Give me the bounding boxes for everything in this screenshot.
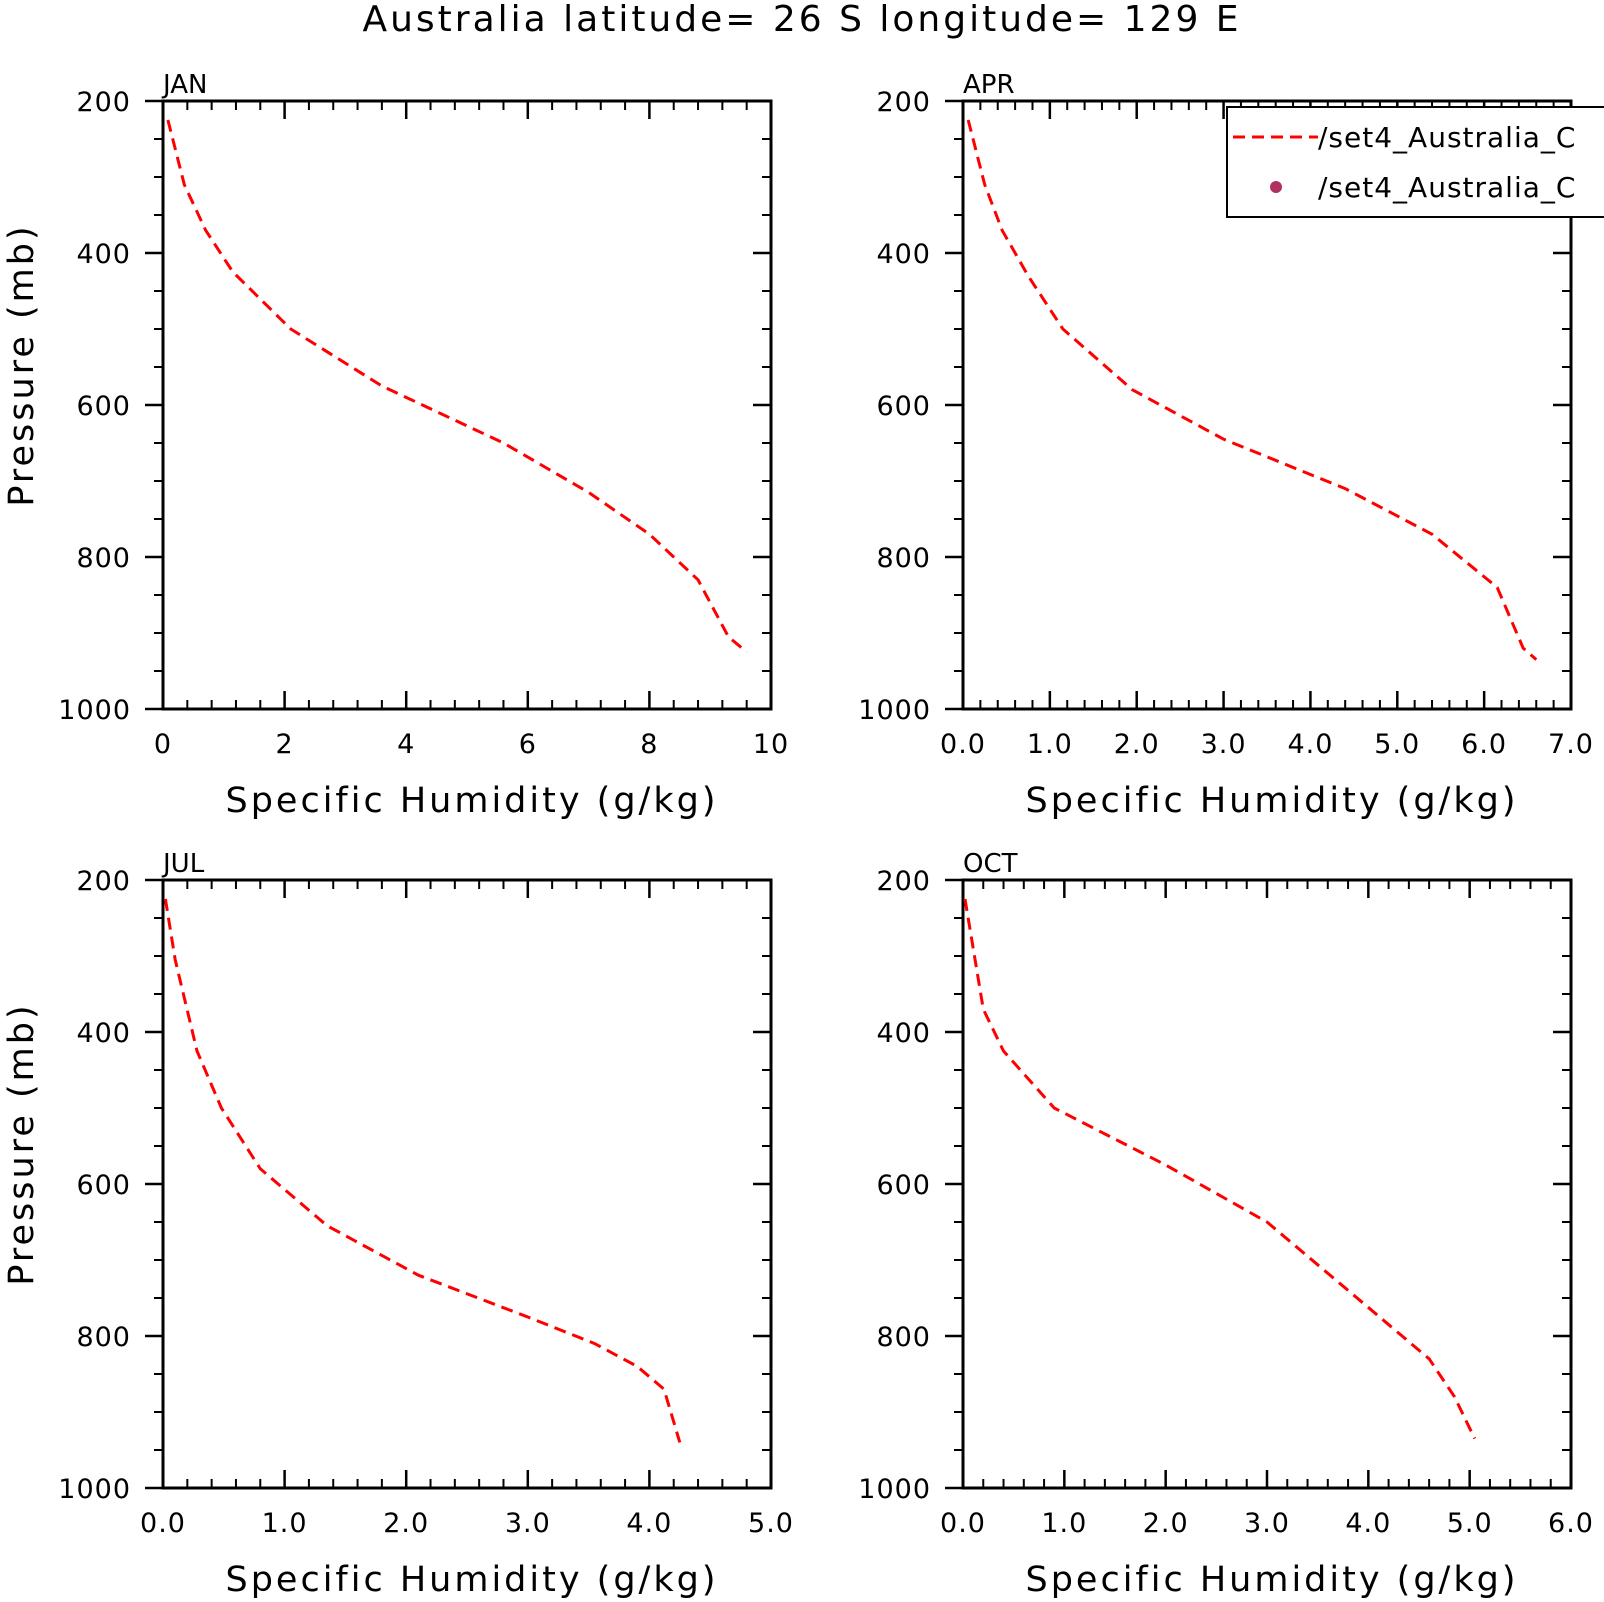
y-axis-title: Pressure (mb) <box>2 223 42 506</box>
panel-title: APR <box>963 70 1015 100</box>
x-axis-title: Specific Humidity (g/kg) <box>1026 1560 1519 1600</box>
series-line <box>963 898 1477 1440</box>
y-tick-label: 800 <box>876 1322 931 1353</box>
panel-apr: 0.0 1.0 2.0 3.0 4.0 5.0 6.0 7.0 200 400 600 800 1000… <box>858 70 1594 821</box>
y-tick-label: 800 <box>76 1322 131 1353</box>
y-tick-label: 600 <box>876 1170 931 1201</box>
chart-title: Australia latitude= 26 S longitude= 129 … <box>362 0 1242 40</box>
y-tick-label: 400 <box>876 1018 931 1049</box>
series-line <box>163 898 682 1443</box>
x-tick-label: 2 <box>276 729 294 760</box>
plot-frame <box>961 878 1573 1490</box>
x-tick-label: 0.0 <box>140 1508 186 1539</box>
x-tick-label: 2.0 <box>383 1508 429 1539</box>
y-tick-label: 800 <box>76 543 131 574</box>
panel-jul: 0.0 1.0 2.0 3.0 4.0 5.0 200 400 600 800 1000 JUL Spe… <box>2 849 794 1600</box>
panel-title: OCT <box>963 849 1018 879</box>
plot-frame <box>161 99 773 711</box>
x-tick-label: 7.0 <box>1548 729 1594 760</box>
x-tick-label: 6 <box>519 729 537 760</box>
y-axis-title: Pressure (mb) <box>2 1002 42 1285</box>
x-tick-label: 8 <box>640 729 658 760</box>
x-tick-label: 1.0 <box>262 1508 308 1539</box>
x-tick-label: 6.0 <box>1548 1508 1594 1539</box>
plot-frame <box>161 878 773 1490</box>
x-tick-label: 5.0 <box>748 1508 794 1539</box>
y-tick-label: 1000 <box>858 695 931 726</box>
x-tick-label: 4.0 <box>1287 729 1333 760</box>
x-tick-label: 10 <box>753 729 789 760</box>
x-tick-label: 0.0 <box>940 1508 986 1539</box>
x-tick-label: 2.0 <box>1143 1508 1189 1539</box>
y-tick-label: 600 <box>76 391 131 422</box>
y-tick-label: 200 <box>876 866 931 897</box>
panel-title: JAN <box>161 70 207 100</box>
legend: /set4_Australia_C/set4_Australia_C <box>1226 106 1604 218</box>
y-tick-label: 800 <box>876 543 931 574</box>
legend-box <box>1226 106 1604 218</box>
y-tick-label: 200 <box>76 87 131 118</box>
x-tick-label: 0.0 <box>940 729 986 760</box>
series-line <box>166 119 748 654</box>
y-tick-label: 600 <box>876 391 931 422</box>
x-tick-label: 1.0 <box>1027 729 1073 760</box>
x-axis-title: Specific Humidity (g/kg) <box>226 1560 719 1600</box>
x-tick-label: 4 <box>397 729 415 760</box>
y-tick-label: 400 <box>76 239 131 270</box>
x-tick-label: 6.0 <box>1461 729 1507 760</box>
x-tick-label: 0 <box>154 729 172 760</box>
x-tick-label: 5.0 <box>1374 729 1420 760</box>
panel-title: JUL <box>161 849 205 879</box>
x-axis-title: Specific Humidity (g/kg) <box>1026 781 1519 821</box>
legend-label-obs: /set4_Australia_C <box>1318 171 1576 204</box>
x-tick-label: 1.0 <box>1041 1508 1087 1539</box>
x-tick-label: 3.0 <box>1244 1508 1290 1539</box>
y-tick-label: 200 <box>876 87 931 118</box>
x-tick-label: 2.0 <box>1114 729 1160 760</box>
x-tick-label: 3.0 <box>1201 729 1247 760</box>
panel-jan: 0 2 4 6 8 10 200 400 600 800 1000 JAN Specific Humid… <box>2 70 789 821</box>
x-tick-label: 4.0 <box>1345 1508 1391 1539</box>
series-line <box>966 119 1538 661</box>
y-tick-label: 1000 <box>58 1474 131 1505</box>
x-axis-title: Specific Humidity (g/kg) <box>226 781 719 821</box>
y-tick-label: 400 <box>76 1018 131 1049</box>
y-tick-label: 600 <box>76 1170 131 1201</box>
x-tick-label: 3.0 <box>505 1508 551 1539</box>
panel-oct: 0.0 1.0 2.0 3.0 4.0 5.0 6.0 200 400 600 800 1000 OCT… <box>858 849 1594 1600</box>
x-tick-label: 4.0 <box>626 1508 672 1539</box>
y-tick-label: 400 <box>876 239 931 270</box>
y-tick-label: 1000 <box>858 1474 931 1505</box>
legend-swatch-obs <box>1270 181 1282 193</box>
y-tick-label: 200 <box>76 866 131 897</box>
legend-label-model: /set4_Australia_C <box>1318 121 1576 154</box>
x-tick-label: 5.0 <box>1447 1508 1493 1539</box>
y-tick-label: 1000 <box>58 695 131 726</box>
